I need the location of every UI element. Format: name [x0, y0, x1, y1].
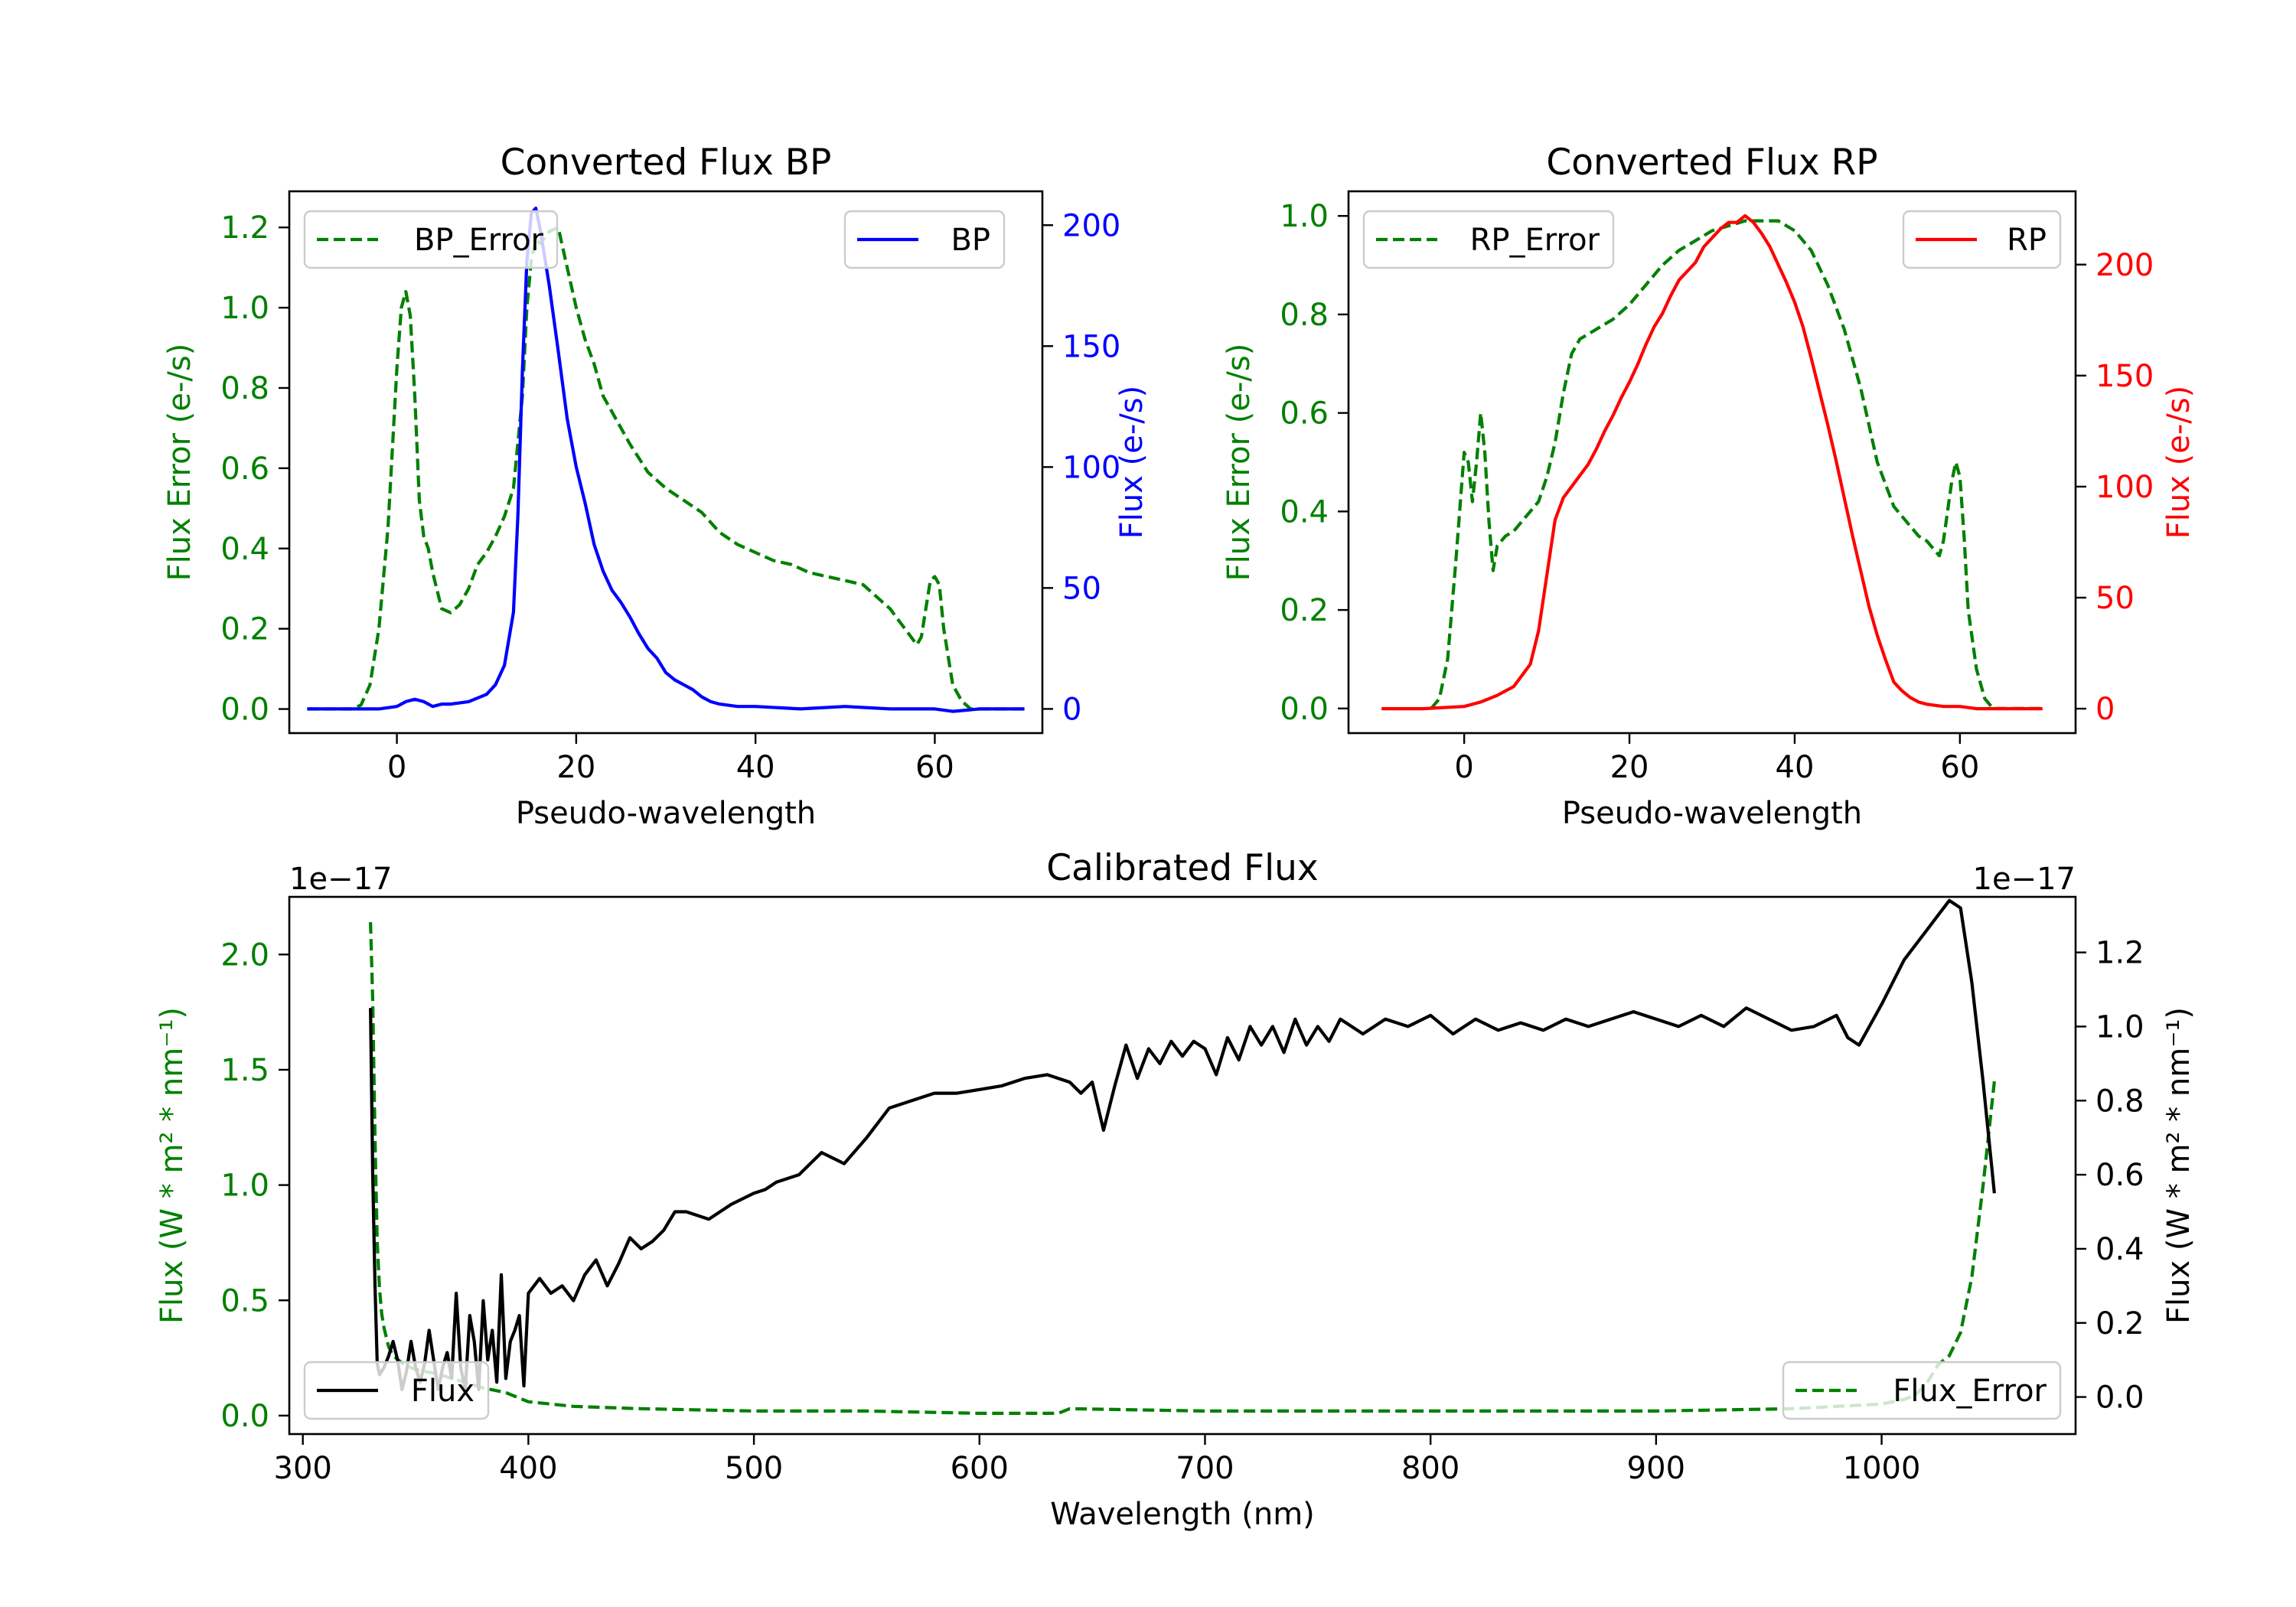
y-right-tick-label: 0.4	[2095, 1232, 2144, 1267]
y-right-offset-label: 1e−17	[1973, 862, 2076, 897]
y-right-tick-label: 1.0	[2095, 1009, 2144, 1045]
x-tick-label: 40	[1776, 750, 1815, 785]
chart-title: Converted Flux BP	[501, 142, 832, 184]
legend-box	[1902, 210, 2062, 269]
y-left-offset-label: 1e−17	[289, 862, 392, 897]
chart-title: Converted Flux RP	[1546, 142, 1877, 184]
y-left-axis-label: Flux Error (e-/s)	[162, 344, 197, 582]
x-tick-label: 20	[1610, 750, 1649, 785]
x-tick-label: 1000	[1843, 1451, 1921, 1486]
y-right-axis-label: Flux (e-/s)	[1114, 386, 1150, 539]
y-left-tick-label: 0.8	[1280, 298, 1329, 333]
x-axis-label: Pseudo-wavelength	[516, 796, 816, 831]
y-right-axis-label: Flux (e-/s)	[2161, 386, 2197, 539]
y-left-tick-label: 0.2	[220, 612, 269, 647]
y-left-tick-label: 0.2	[1280, 593, 1329, 628]
y-right-tick-label: 150	[2095, 359, 2154, 394]
plot-frame	[288, 190, 1044, 735]
y-right-tick-label: 0.2	[2095, 1306, 2144, 1341]
legend-flux-error: Flux_Error	[1782, 1361, 2062, 1420]
series-line-flux-error	[369, 922, 1996, 1416]
x-tick-label: 20	[556, 750, 595, 785]
legend-box	[843, 210, 1006, 269]
legend-label: RP_Error	[1470, 223, 1600, 258]
y-left-tick-label: 1.0	[220, 291, 269, 326]
legend-label: RP	[2007, 223, 2047, 258]
x-tick-label: 300	[274, 1451, 332, 1486]
y-left-tick-label: 0.4	[1280, 494, 1329, 530]
y-right-tick-label: 0.0	[2095, 1380, 2144, 1416]
chart-title: Calibrated Flux	[1046, 847, 1319, 889]
chart-rp: 0 20 40 60 0.0 0.2 0.4 0.6 0.8 1.0 0 50 100 150 200 Con…	[1221, 142, 2197, 831]
plot-frame	[1347, 190, 2077, 735]
y-left-tick-label: 0.0	[220, 693, 269, 728]
series-line-rp-error	[1430, 219, 2043, 710]
y-right-axis-label: Flux (W * m² * nm⁻¹)	[2161, 1007, 2197, 1324]
chart-cal: 300 400 500 600 700 800 900 1000 0.0 0.5 1.0 1.5 2.0…	[155, 847, 2197, 1532]
legend-label: BP	[951, 223, 990, 258]
y-left-tick-label: 0.0	[220, 1399, 269, 1434]
x-tick-label: 800	[1401, 1451, 1459, 1486]
legend-box	[303, 1361, 490, 1420]
y-right-tick-label: 200	[1062, 208, 1120, 243]
y-right-tick-label: 50	[2095, 581, 2135, 616]
x-tick-label: 60	[1940, 750, 1979, 785]
y-right-tick-label: 50	[1062, 571, 1101, 606]
x-tick-label: 40	[736, 750, 775, 785]
y-left-axis-label: Flux Error (e-/s)	[1221, 344, 1257, 582]
legend-rp: RP	[1902, 210, 2062, 269]
y-right-tick-label: 100	[2095, 470, 2154, 505]
legend-box	[303, 210, 559, 269]
y-left-axis-label: Flux (W * m² * nm⁻¹)	[155, 1007, 190, 1324]
x-tick-label: 500	[725, 1451, 783, 1486]
x-tick-label: 900	[1627, 1451, 1685, 1486]
y-left-tick-label: 1.5	[220, 1053, 269, 1088]
y-left-tick-label: 1.0	[220, 1169, 269, 1204]
y-left-tick-label: 0.6	[220, 451, 269, 487]
legend-box	[1362, 210, 1615, 269]
x-axis-label: Pseudo-wavelength	[1562, 796, 1862, 831]
y-right-tick-label: 0	[2095, 692, 2115, 727]
y-right-tick-label: 0	[1062, 692, 1081, 727]
series-line-bp	[307, 207, 1025, 713]
x-axis-label: Wavelength (nm)	[1050, 1497, 1315, 1532]
y-left-tick-label: 1.2	[220, 210, 269, 246]
legend-label: Flux_Error	[1893, 1374, 2047, 1409]
series-line-bp-error	[307, 226, 1025, 711]
legend-bp-error: BP_Error	[303, 210, 559, 269]
x-tick-label: 0	[1454, 750, 1473, 785]
plot-frame	[288, 895, 2077, 1436]
legend-label: BP_Error	[414, 223, 544, 258]
y-right-tick-label: 100	[1062, 450, 1120, 485]
chart-bp: 0 20 40 60 0.0 0.2 0.4 0.6 0.8 1.0 1.2 0 50 100 150 200…	[162, 142, 1150, 831]
y-left-tick-label: 0.4	[220, 532, 269, 567]
y-left-tick-label: 2.0	[220, 937, 269, 973]
series-line-flux	[369, 898, 1996, 1392]
y-left-tick-label: 1.0	[1280, 199, 1329, 234]
y-left-tick-label: 0.8	[220, 371, 269, 406]
y-right-tick-label: 150	[1062, 329, 1120, 364]
y-left-tick-label: 0.6	[1280, 396, 1329, 432]
y-right-tick-label: 200	[2095, 248, 2154, 283]
y-right-tick-label: 0.6	[2095, 1158, 2144, 1193]
legend-flux: Flux	[303, 1361, 490, 1420]
y-left-tick-label: 0.5	[220, 1283, 269, 1319]
legend-box	[1782, 1361, 2062, 1420]
x-tick-label: 0	[387, 750, 406, 785]
legend-label: Flux	[411, 1374, 475, 1409]
y-left-tick-label: 0.0	[1280, 692, 1329, 727]
x-tick-label: 400	[499, 1451, 557, 1486]
x-tick-label: 600	[951, 1451, 1009, 1486]
x-tick-label: 700	[1176, 1451, 1234, 1486]
x-tick-label: 60	[915, 750, 954, 785]
series-line-rp	[1381, 214, 2043, 711]
y-right-tick-label: 0.8	[2095, 1084, 2144, 1119]
legend-bp: BP	[843, 210, 1006, 269]
legend-rp-error: RP_Error	[1362, 210, 1615, 269]
y-right-tick-label: 1.2	[2095, 936, 2144, 971]
